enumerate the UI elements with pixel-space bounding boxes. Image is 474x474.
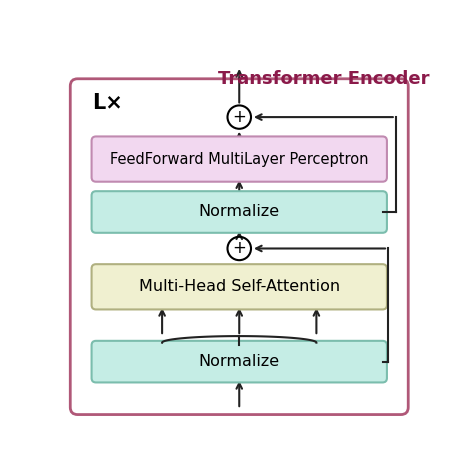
FancyBboxPatch shape [70,79,408,415]
FancyBboxPatch shape [91,341,387,383]
Text: Normalize: Normalize [199,354,280,369]
FancyBboxPatch shape [91,191,387,233]
Text: L×: L× [92,93,123,113]
Text: Normalize: Normalize [199,204,280,219]
FancyBboxPatch shape [91,137,387,182]
Text: +: + [232,108,246,126]
Text: FeedForward MultiLayer Perceptron: FeedForward MultiLayer Perceptron [110,152,368,166]
Text: Multi-Head Self-Attention: Multi-Head Self-Attention [139,279,340,294]
Text: Transformer Encoder: Transformer Encoder [218,70,429,88]
FancyBboxPatch shape [91,264,387,310]
Text: +: + [232,239,246,257]
